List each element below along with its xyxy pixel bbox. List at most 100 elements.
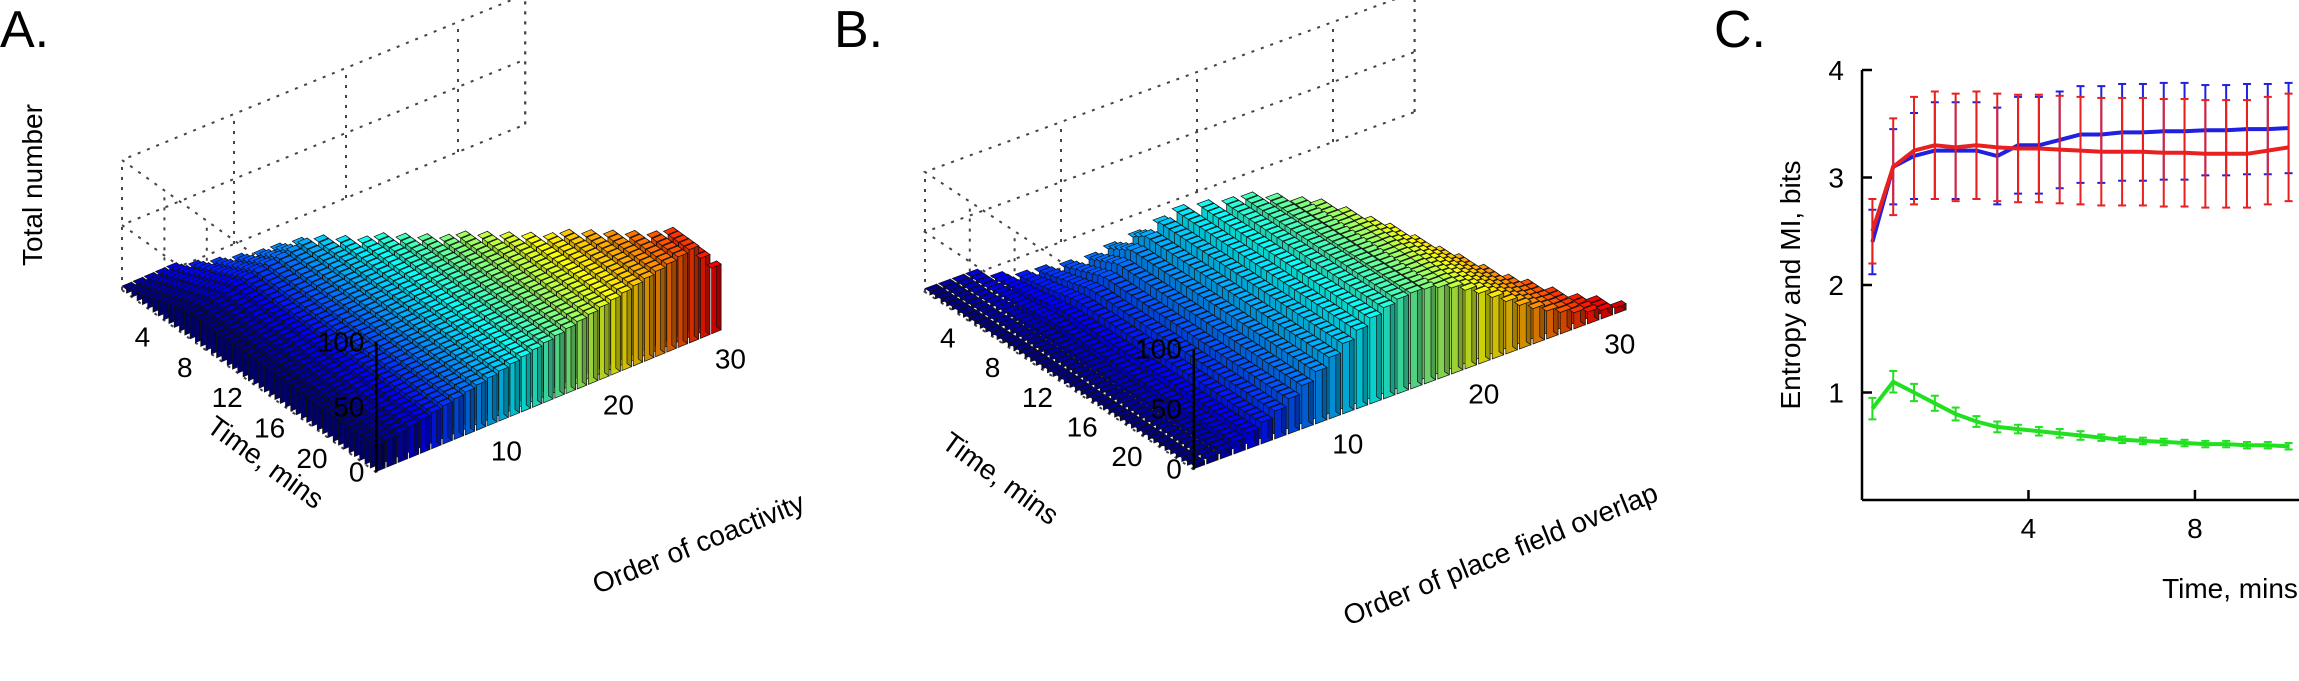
bar — [266, 319, 282, 328]
bar — [409, 288, 425, 297]
bar — [594, 299, 610, 308]
grid-line — [922, 0, 1396, 351]
bar — [290, 248, 307, 257]
bar — [265, 334, 282, 343]
bar — [409, 408, 426, 417]
bar — [448, 270, 464, 279]
bar — [358, 326, 375, 335]
bar — [583, 306, 599, 315]
bar — [583, 292, 600, 301]
bar — [290, 381, 307, 390]
bar — [425, 299, 441, 308]
bar — [1073, 314, 1092, 323]
bar — [505, 327, 522, 336]
bar — [1229, 333, 1247, 342]
bar — [550, 313, 566, 322]
bar — [507, 283, 524, 292]
bar — [354, 294, 371, 302]
bar — [974, 317, 993, 326]
bar — [1105, 387, 1124, 396]
bar — [580, 229, 597, 238]
bar — [295, 281, 311, 290]
bar — [427, 240, 444, 249]
bar — [1217, 325, 1236, 335]
bar — [656, 238, 673, 246]
bar — [477, 230, 493, 239]
bar — [1025, 349, 1043, 359]
bar — [406, 361, 422, 369]
bar — [1165, 355, 1184, 364]
bar — [469, 286, 485, 294]
bar — [407, 332, 424, 340]
bar — [1285, 258, 1304, 267]
bar — [1171, 204, 1190, 213]
bar — [391, 335, 407, 344]
bar — [1118, 343, 1137, 352]
bar — [1136, 390, 1155, 400]
bar — [260, 316, 277, 325]
bar — [234, 297, 250, 306]
bar — [288, 306, 305, 315]
bar — [419, 295, 436, 304]
bar — [568, 266, 584, 274]
bar — [373, 352, 390, 361]
bar — [1077, 334, 1095, 343]
bar — [578, 288, 594, 297]
bar — [415, 412, 431, 420]
bar — [319, 343, 336, 352]
bar — [1225, 308, 1244, 317]
bar — [254, 340, 270, 349]
bar — [332, 307, 348, 316]
bar — [662, 226, 679, 235]
bar — [184, 305, 201, 314]
bar — [388, 258, 405, 267]
bar — [1181, 324, 1200, 333]
bar — [1002, 335, 1021, 344]
bar — [1195, 311, 1214, 320]
bar — [1305, 251, 1323, 260]
bar — [1114, 279, 1133, 289]
bar — [340, 358, 357, 367]
bar — [206, 320, 222, 329]
bar — [337, 311, 353, 320]
bar — [349, 275, 366, 284]
bar — [304, 317, 320, 326]
bar — [1227, 241, 1246, 250]
bar — [1038, 343, 1057, 352]
panel-a-label: A. — [0, 1, 50, 59]
bar — [428, 361, 444, 370]
bar — [384, 239, 400, 248]
bar — [491, 271, 508, 280]
z-tick-label: 0 — [349, 456, 365, 487]
bar — [1008, 338, 1027, 347]
bar — [561, 306, 577, 315]
bar — [471, 377, 487, 386]
bar — [359, 297, 376, 306]
bar — [1049, 315, 1067, 325]
bar — [1244, 252, 1263, 261]
bar — [278, 284, 295, 293]
bar — [416, 383, 432, 392]
bar — [507, 297, 523, 306]
bar — [388, 407, 404, 416]
bar — [1144, 231, 1163, 240]
bar — [1120, 412, 1139, 421]
bar — [444, 237, 460, 246]
bar — [1135, 354, 1154, 363]
bar — [361, 254, 378, 262]
bar — [1222, 283, 1241, 292]
bar — [1109, 318, 1128, 327]
bar — [396, 324, 413, 333]
bar — [971, 300, 990, 310]
bar — [434, 351, 450, 359]
bar — [580, 244, 596, 252]
bar — [391, 320, 408, 329]
bar — [1144, 378, 1163, 387]
bar — [455, 230, 471, 239]
bar — [941, 294, 959, 303]
bar — [480, 293, 496, 302]
bar — [459, 263, 475, 272]
bar — [351, 246, 367, 255]
bar — [498, 246, 514, 255]
bar — [323, 390, 339, 399]
